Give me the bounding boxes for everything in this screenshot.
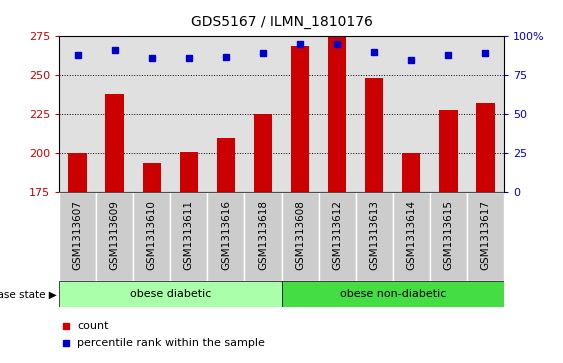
- Bar: [402, 153, 421, 192]
- Bar: [217, 138, 235, 192]
- Text: GSM1313618: GSM1313618: [258, 200, 268, 270]
- Text: GSM1313610: GSM1313610: [147, 200, 157, 270]
- Bar: [244, 192, 282, 281]
- Text: GSM1313617: GSM1313617: [480, 200, 490, 270]
- Bar: [467, 192, 504, 281]
- Bar: [180, 152, 198, 192]
- Text: GSM1313616: GSM1313616: [221, 200, 231, 270]
- Text: GSM1313613: GSM1313613: [369, 200, 379, 270]
- Text: count: count: [77, 321, 109, 331]
- Text: GSM1313614: GSM1313614: [406, 200, 416, 270]
- Bar: [430, 192, 467, 281]
- Text: GDS5167 / ILMN_1810176: GDS5167 / ILMN_1810176: [190, 15, 373, 29]
- Text: GSM1313608: GSM1313608: [295, 200, 305, 270]
- Bar: [59, 192, 96, 281]
- Bar: [365, 78, 383, 192]
- Bar: [96, 192, 133, 281]
- Bar: [254, 114, 272, 192]
- Bar: [59, 281, 282, 307]
- Bar: [142, 163, 161, 192]
- Text: GSM1313609: GSM1313609: [110, 200, 120, 270]
- Bar: [282, 281, 504, 307]
- Bar: [171, 192, 207, 281]
- Bar: [291, 46, 309, 192]
- Bar: [356, 192, 393, 281]
- Bar: [133, 192, 171, 281]
- Text: obese non-diabetic: obese non-diabetic: [339, 289, 446, 299]
- Bar: [476, 103, 495, 192]
- Bar: [319, 192, 356, 281]
- Bar: [439, 110, 458, 192]
- Bar: [282, 192, 319, 281]
- Text: GSM1313611: GSM1313611: [184, 200, 194, 270]
- Text: obese diabetic: obese diabetic: [129, 289, 211, 299]
- Bar: [68, 153, 87, 192]
- Bar: [393, 192, 430, 281]
- Text: percentile rank within the sample: percentile rank within the sample: [77, 338, 265, 348]
- Bar: [207, 192, 244, 281]
- Text: GSM1313612: GSM1313612: [332, 200, 342, 270]
- Bar: [328, 36, 346, 192]
- Text: GSM1313615: GSM1313615: [443, 200, 453, 270]
- Text: GSM1313607: GSM1313607: [73, 200, 83, 270]
- Text: disease state ▶: disease state ▶: [0, 289, 56, 299]
- Bar: [105, 94, 124, 192]
